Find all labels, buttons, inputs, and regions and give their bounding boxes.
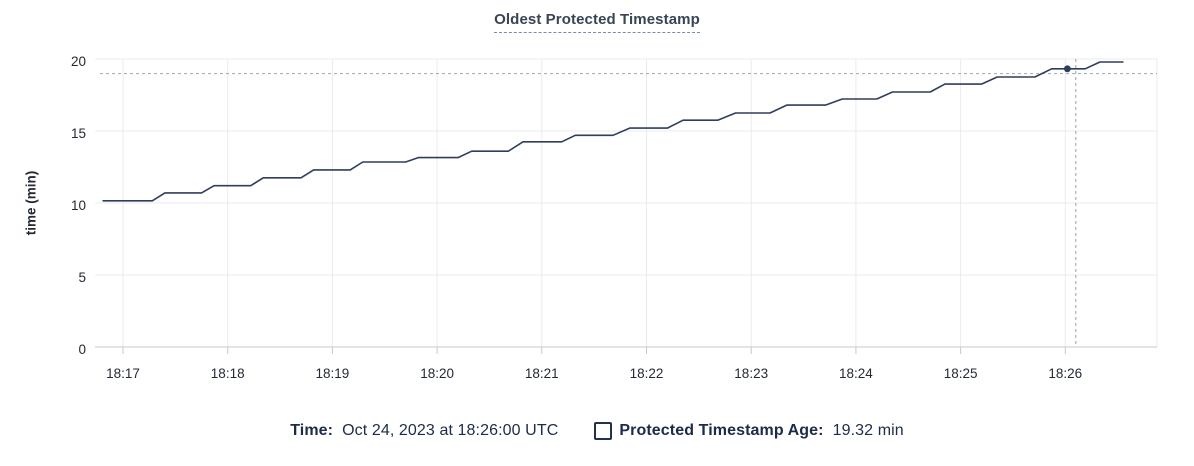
chart-header: Oldest Protected Timestamp	[0, 11, 1194, 33]
series-line-protected-timestamp-age	[102, 61, 1124, 202]
x-tick-label: 18:26	[1048, 366, 1082, 381]
x-tick-label: 18:23	[734, 366, 768, 381]
x-tick-label: 18:20	[420, 366, 454, 381]
legend-item-protected-timestamp-age[interactable]: Protected Timestamp Age:	[594, 422, 824, 440]
y-tick-label: 10	[71, 198, 86, 213]
x-tick-label: 18:24	[839, 366, 873, 381]
x-tick-label: 18:19	[316, 366, 350, 381]
y-tick-label: 5	[78, 270, 86, 285]
y-tick-label: 0	[78, 342, 86, 357]
x-tick-label: 18:17	[106, 366, 140, 381]
x-tick-label: 18:18	[211, 366, 245, 381]
x-tick-label: 18:22	[630, 366, 664, 381]
footer-time-label: Time:	[290, 422, 334, 439]
y-axis-title: time (min)	[23, 170, 39, 236]
chart-footer: Time: Oct 24, 2023 at 18:26:00 UTC Prote…	[0, 422, 1194, 440]
hover-point-marker	[1063, 65, 1071, 73]
y-tick-label: 20	[71, 54, 86, 69]
x-tick-label: 18:25	[944, 366, 978, 381]
legend-series-label: Protected Timestamp Age:	[619, 422, 824, 439]
footer-time-value: Oct 24, 2023 at 18:26:00 UTC	[342, 422, 559, 439]
y-tick-label: 15	[71, 126, 86, 141]
series-toggle-checkbox[interactable]	[594, 422, 613, 440]
x-tick-label: 18:21	[525, 366, 559, 381]
legend-series-value: 19.32 min	[832, 422, 904, 439]
chart-title[interactable]: Oldest Protected Timestamp	[494, 11, 700, 33]
